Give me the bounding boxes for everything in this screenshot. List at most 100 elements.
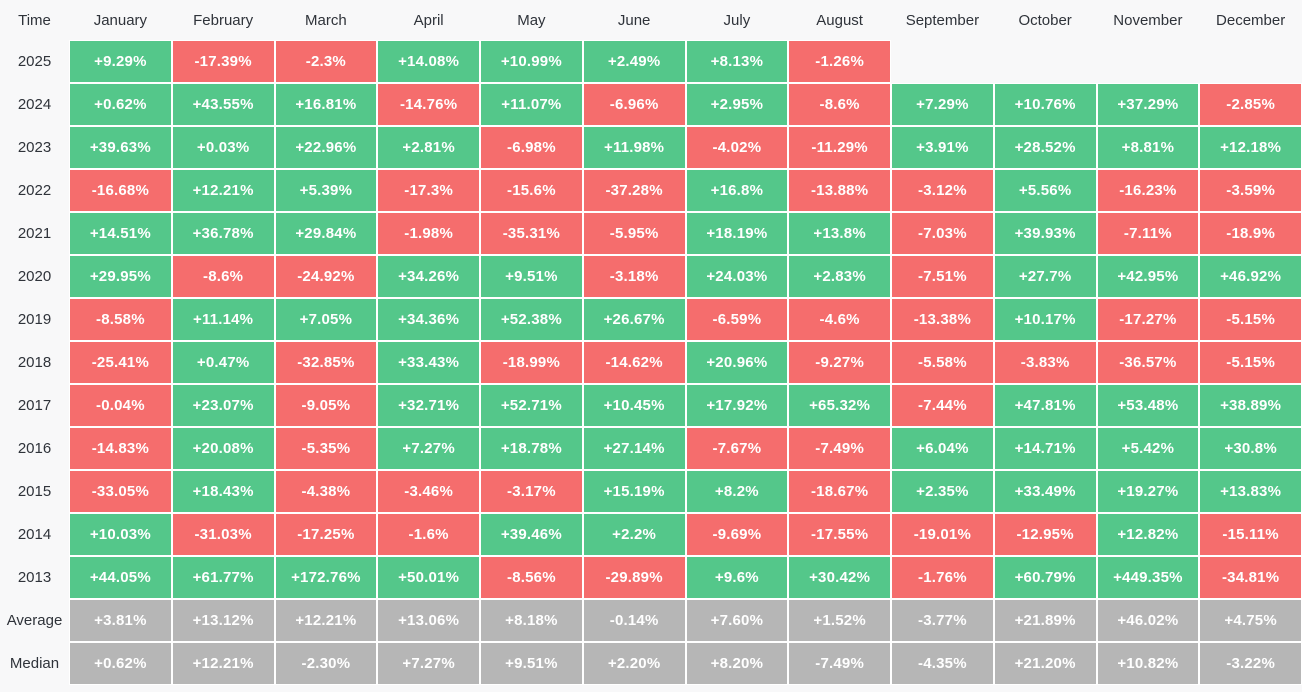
return-cell: -9.69% <box>685 513 789 556</box>
return-cell: +34.36% <box>377 298 480 341</box>
return-cell: +4.75% <box>1199 599 1302 642</box>
year-row-label: 2015 <box>17 483 52 500</box>
month-column-header: October <box>1018 11 1072 29</box>
return-cell: +14.08% <box>377 40 480 83</box>
return-cell: +10.03% <box>69 513 172 556</box>
return-cell: -9.05% <box>274 384 378 427</box>
return-cell: +7.27% <box>377 427 480 470</box>
return-cell: -17.55% <box>788 513 891 556</box>
return-cell: +8.13% <box>685 40 789 83</box>
return-cell: +34.26% <box>377 255 480 298</box>
return-cell: -4.38% <box>274 470 378 513</box>
month-column-header: September <box>905 11 980 29</box>
return-cell: +8.20% <box>685 642 789 685</box>
return-cell: +17.92% <box>685 384 789 427</box>
return-cell: -13.38% <box>891 298 994 341</box>
return-cell: -17.39% <box>171 40 275 83</box>
return-cell: +52.71% <box>480 384 583 427</box>
return-cell: +7.29% <box>891 83 994 126</box>
return-cell: +8.18% <box>480 599 583 642</box>
return-cell: +42.95% <box>1096 255 1200 298</box>
return-cell: -1.98% <box>377 212 480 255</box>
return-cell: +12.82% <box>1096 513 1200 556</box>
year-row-label: 2017 <box>17 397 52 414</box>
return-cell: -6.96% <box>582 83 686 126</box>
return-cell: -4.6% <box>788 298 891 341</box>
return-cell: +2.20% <box>582 642 686 685</box>
return-cell: -6.98% <box>480 126 583 169</box>
return-cell: -14.83% <box>69 427 172 470</box>
return-cell: +21.89% <box>993 599 1097 642</box>
return-cell: +33.43% <box>377 341 480 384</box>
year-row-label: 2013 <box>17 569 52 586</box>
month-column-header: April <box>413 11 444 29</box>
return-cell: +9.6% <box>685 556 789 599</box>
return-cell: -7.67% <box>685 427 789 470</box>
return-cell: -9.27% <box>788 341 891 384</box>
return-cell: -37.28% <box>582 169 686 212</box>
return-cell: -2.3% <box>274 40 378 83</box>
return-cell: -36.57% <box>1096 341 1200 384</box>
return-cell: +20.96% <box>685 341 789 384</box>
year-row-label: 2023 <box>17 139 52 156</box>
return-cell: -1.26% <box>788 40 891 83</box>
return-cell: -35.31% <box>480 212 583 255</box>
month-column-header: November <box>1113 11 1183 29</box>
return-cell: +37.29% <box>1096 83 1200 126</box>
year-row-label: 2020 <box>17 268 52 285</box>
return-cell: +11.98% <box>582 126 686 169</box>
return-cell: -7.44% <box>891 384 994 427</box>
return-cell: -5.58% <box>891 341 994 384</box>
return-cell: -3.83% <box>993 341 1097 384</box>
return-cell: -14.62% <box>582 341 686 384</box>
return-cell: +2.35% <box>891 470 994 513</box>
return-cell: -3.77% <box>891 599 994 642</box>
return-cell: +32.71% <box>377 384 480 427</box>
return-cell: -3.59% <box>1199 169 1302 212</box>
return-cell: +24.03% <box>685 255 789 298</box>
empty-cell <box>891 40 994 83</box>
return-cell: +1.52% <box>788 599 891 642</box>
return-cell: -7.51% <box>891 255 994 298</box>
return-cell: +12.21% <box>171 169 275 212</box>
return-cell: -18.9% <box>1199 212 1302 255</box>
return-cell: -12.95% <box>993 513 1097 556</box>
return-cell: +44.05% <box>69 556 172 599</box>
return-cell: +0.03% <box>171 126 275 169</box>
return-cell: +36.78% <box>171 212 275 255</box>
return-cell: +26.67% <box>582 298 686 341</box>
return-cell: +9.29% <box>69 40 172 83</box>
return-cell: -4.02% <box>685 126 789 169</box>
return-cell: +39.93% <box>993 212 1097 255</box>
empty-cell <box>994 40 1097 83</box>
return-cell: +46.02% <box>1096 599 1200 642</box>
return-cell: +12.21% <box>274 599 378 642</box>
return-cell: +6.04% <box>891 427 994 470</box>
return-cell: +13.12% <box>171 599 275 642</box>
month-column-header: June <box>617 11 651 29</box>
return-cell: -18.99% <box>480 341 583 384</box>
return-cell: -1.76% <box>891 556 994 599</box>
return-cell: +172.76% <box>274 556 378 599</box>
month-column-header: January <box>93 11 148 29</box>
year-row-label: 2014 <box>17 526 52 543</box>
year-row-label: 2016 <box>17 440 52 457</box>
return-cell: -15.6% <box>480 169 583 212</box>
year-row-label: 2019 <box>17 311 52 328</box>
return-cell: -2.30% <box>274 642 378 685</box>
return-cell: +3.91% <box>891 126 994 169</box>
return-cell: -34.81% <box>1199 556 1302 599</box>
month-column-header: December <box>1216 11 1286 29</box>
return-cell: -0.04% <box>69 384 172 427</box>
return-cell: -3.17% <box>480 470 583 513</box>
return-cell: +0.62% <box>69 83 172 126</box>
return-cell: +30.8% <box>1199 427 1302 470</box>
return-cell: +46.92% <box>1199 255 1302 298</box>
year-row-label: 2024 <box>17 96 52 113</box>
return-cell: -16.68% <box>69 169 172 212</box>
return-cell: -13.88% <box>788 169 891 212</box>
return-cell: +52.38% <box>480 298 583 341</box>
return-cell: +2.2% <box>582 513 686 556</box>
return-cell: +10.76% <box>993 83 1097 126</box>
